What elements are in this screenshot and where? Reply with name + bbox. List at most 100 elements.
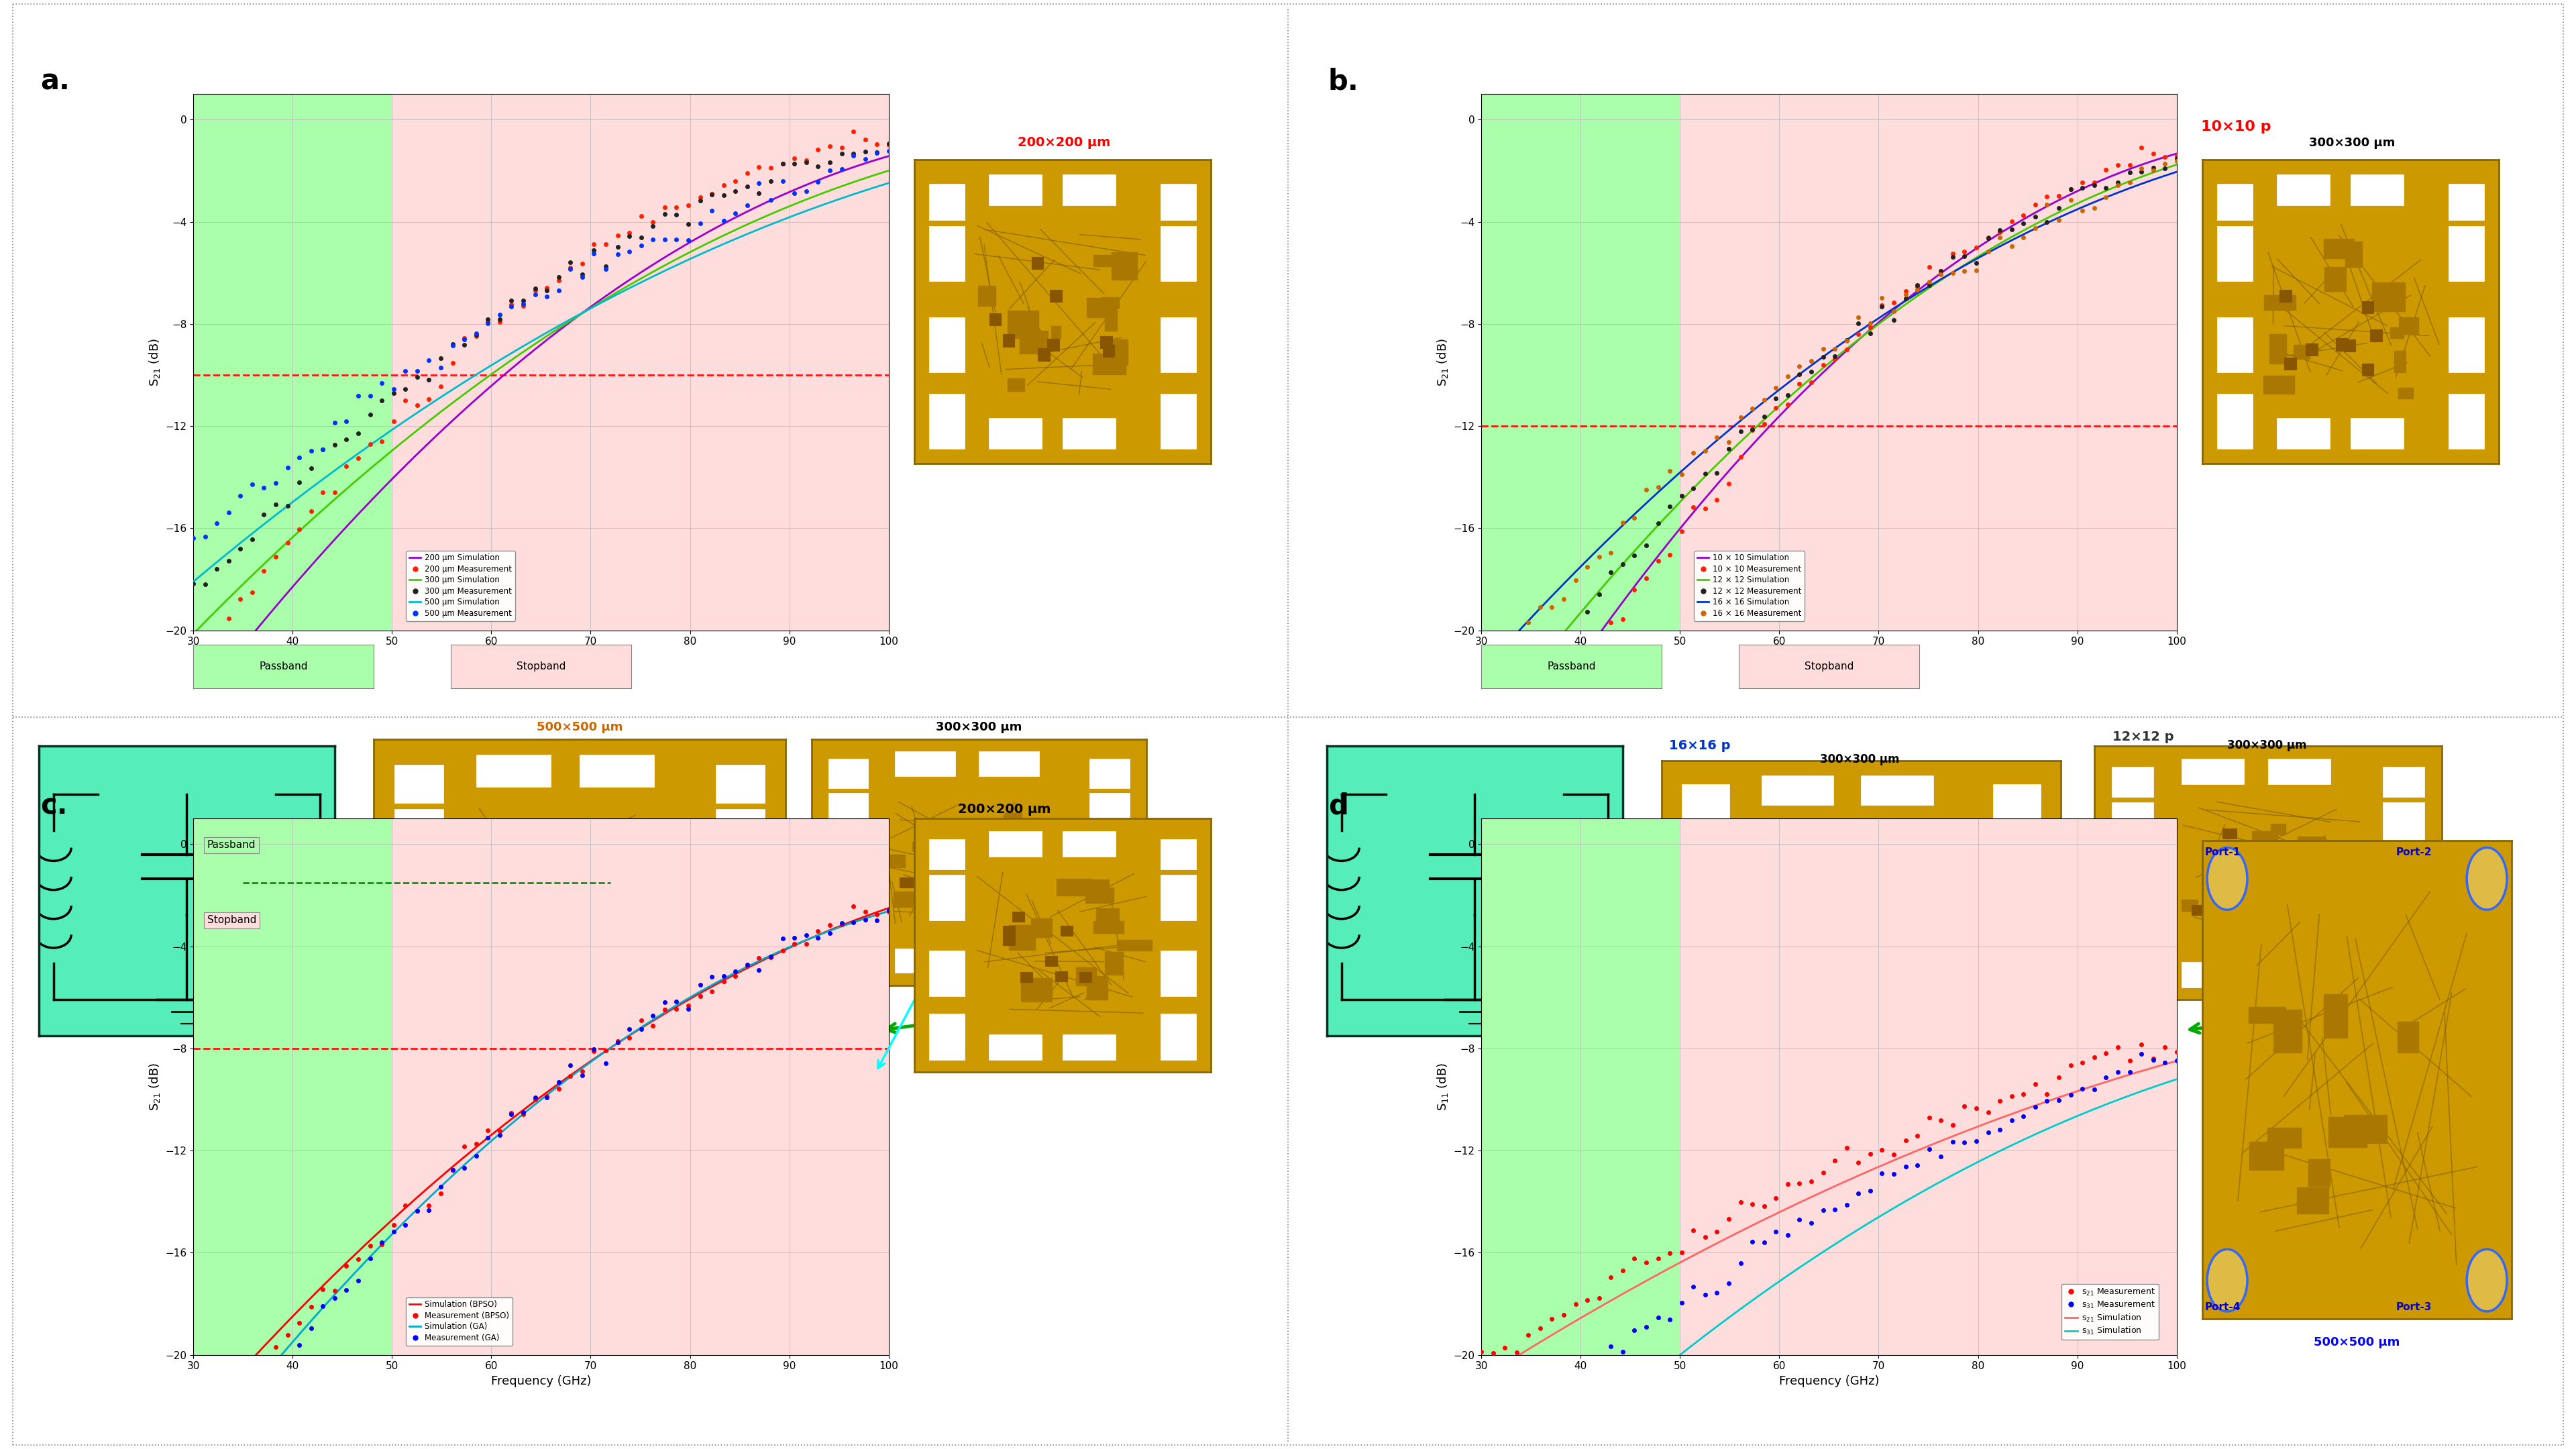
Bar — [1084, 888, 1113, 903]
Bar — [1762, 890, 1777, 901]
Bar — [1801, 952, 1829, 981]
Bar — [1682, 826, 1728, 880]
Bar — [1061, 174, 1115, 204]
Text: 300×300 μm: 300×300 μm — [2228, 739, 2306, 751]
Bar — [716, 809, 765, 867]
Bar — [1105, 952, 1123, 975]
Bar — [1834, 984, 1870, 994]
Bar — [2218, 184, 2254, 220]
Bar — [979, 285, 997, 306]
Bar — [829, 867, 868, 911]
Bar — [1090, 759, 1128, 788]
Text: 16×16 p: 16×16 p — [1669, 739, 1731, 752]
Bar — [577, 904, 592, 917]
Bar — [551, 840, 572, 856]
Bar — [2269, 335, 2285, 364]
Bar — [1159, 317, 1195, 372]
Bar — [2344, 1114, 2388, 1143]
Bar — [1994, 826, 2040, 880]
Bar — [930, 839, 966, 869]
Bar — [2344, 339, 2354, 352]
Bar — [580, 755, 654, 787]
Bar — [1002, 335, 1015, 346]
Bar — [1919, 924, 1965, 943]
Bar — [613, 906, 649, 938]
Bar — [1090, 880, 1108, 898]
Bar — [1095, 909, 1118, 926]
Bar — [1002, 926, 1015, 936]
Bar — [1010, 924, 1036, 949]
Bar — [2308, 1159, 2331, 1185]
Y-axis label: S$_{21}$ (dB): S$_{21}$ (dB) — [147, 338, 162, 387]
Bar — [894, 891, 927, 907]
Bar — [2277, 417, 2329, 448]
Text: d: d — [1329, 791, 1347, 820]
Bar — [1030, 256, 1043, 270]
X-axis label: Frequency (GHz): Frequency (GHz) — [1780, 651, 1878, 662]
Bar — [1077, 968, 1095, 985]
Bar — [394, 904, 443, 962]
Bar — [2349, 417, 2403, 448]
Bar — [1100, 336, 1113, 348]
Bar — [487, 877, 505, 888]
Bar — [1767, 939, 1783, 951]
Bar — [914, 906, 945, 920]
Bar — [2393, 351, 2406, 372]
Bar — [2324, 994, 2347, 1037]
Bar — [2249, 1142, 2282, 1171]
Bar — [2259, 862, 2293, 884]
Bar — [559, 958, 577, 971]
Bar — [2221, 919, 2254, 939]
Bar — [1051, 326, 1061, 338]
Bar — [1110, 252, 1136, 280]
Bar — [1834, 962, 1852, 975]
Bar — [487, 881, 502, 894]
Bar — [958, 887, 971, 897]
Bar — [1762, 1013, 1834, 1043]
Bar — [1914, 867, 1929, 878]
Bar — [930, 1014, 966, 1059]
Bar — [1682, 784, 1728, 820]
Bar — [829, 929, 868, 974]
Bar — [2362, 301, 2372, 313]
Bar — [1092, 255, 1110, 267]
Bar — [1002, 935, 1015, 945]
Bar — [2336, 926, 2360, 936]
Text: 200×200 μm: 200×200 μm — [958, 803, 1051, 816]
Bar — [1056, 971, 1066, 981]
Bar — [899, 878, 912, 887]
X-axis label: Frequency (GHz): Frequency (GHz) — [492, 1375, 590, 1387]
Bar — [989, 313, 1002, 326]
Bar — [392, 94, 889, 630]
Bar — [2370, 329, 2383, 342]
Bar — [2272, 823, 2285, 835]
Bar — [1801, 838, 1816, 853]
Bar — [1865, 855, 1883, 867]
Bar — [1103, 345, 1115, 356]
Bar — [2267, 1127, 2300, 1148]
Bar — [1061, 832, 1115, 856]
Text: 300×300 μm: 300×300 μm — [935, 722, 1023, 733]
Bar — [1007, 310, 1038, 338]
Bar — [477, 755, 551, 787]
Text: Stopband: Stopband — [515, 662, 567, 671]
Bar — [2280, 885, 2293, 895]
Bar — [513, 885, 528, 900]
Bar — [2277, 840, 2290, 851]
Bar — [2324, 267, 2347, 291]
Bar — [1159, 951, 1195, 997]
Bar — [1030, 919, 1051, 938]
Bar — [2383, 878, 2424, 924]
Bar — [989, 174, 1041, 204]
Bar — [2277, 174, 2329, 204]
Circle shape — [2208, 1249, 2246, 1311]
Bar — [1994, 916, 2040, 968]
Bar — [716, 904, 765, 962]
Bar — [1046, 956, 1056, 966]
Text: 12×12 p: 12×12 p — [2112, 730, 2174, 743]
Bar — [1048, 339, 1059, 351]
Bar — [2112, 767, 2154, 797]
Bar — [979, 948, 1038, 974]
Y-axis label: S$_{11}$ (dB): S$_{11}$ (dB) — [1435, 1062, 1450, 1111]
Text: b.: b. — [1329, 67, 1360, 96]
